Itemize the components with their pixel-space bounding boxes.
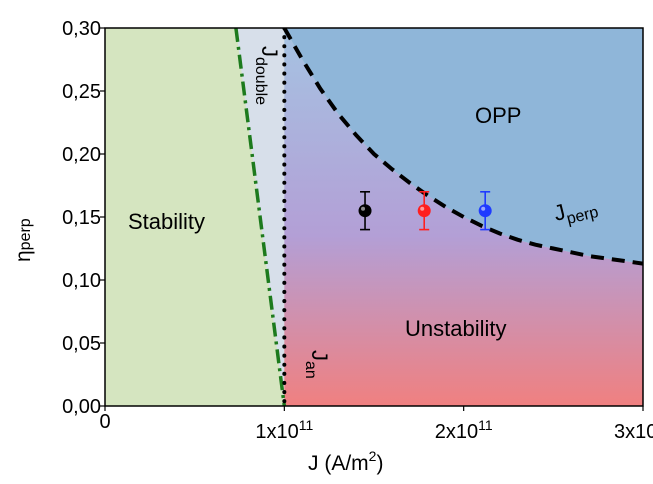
data-point-0 (358, 204, 372, 218)
x-axis-title: J (A/m2) (308, 448, 383, 475)
label-j-double-base: J (257, 46, 282, 57)
y-tick-label-4: 0,20 (62, 144, 101, 166)
data-point-highlight-0 (361, 206, 366, 211)
j-double-line (234, 28, 287, 406)
x-tick-label-1: 1x1011 (255, 417, 313, 443)
y-tick-label-0: 0,00 (62, 396, 101, 418)
x-tick-label-base-2: 2x10 (435, 421, 478, 443)
label-j-an-sub: an (302, 361, 319, 379)
region-label-opp: OPP (475, 103, 521, 128)
region-label-unstability: Unstability (405, 316, 506, 341)
x-tick-label-base-1: 1x10 (255, 421, 298, 443)
x-tick-label-base-3: 3x10 (614, 421, 653, 443)
x-axis-ticks: 01x10112x10113x1011 (99, 406, 653, 443)
data-point-highlight-2 (481, 206, 486, 211)
y-tick-label-2: 0,10 (62, 270, 101, 292)
x-axis-title-sup: 2 (369, 448, 377, 464)
x-tick-label-3: 3x1011 (614, 417, 653, 443)
y-tick-label-6: 0,30 (62, 18, 101, 40)
x-tick-label-exp-2: 11 (478, 417, 493, 433)
y-axis-title: ηperp (12, 218, 35, 262)
data-point-2 (478, 204, 492, 218)
j-perp-line (282, 28, 643, 266)
y-tick-label-3: 0,15 (62, 207, 101, 229)
y-tick-label-1: 0,05 (62, 333, 101, 355)
x-tick-label-2: 2x1011 (435, 417, 493, 443)
y-axis-title-base: η (12, 250, 35, 262)
x-axis-title-end: ) (376, 452, 383, 475)
y-tick-label-5: 0,25 (62, 81, 101, 103)
x-tick-label-exp-1: 11 (299, 417, 314, 433)
label-j-an: Jan (302, 350, 332, 379)
region-label-stability: Stability (128, 209, 205, 234)
data-point-1 (417, 204, 431, 218)
x-tick-label-0: 0 (99, 411, 110, 433)
boundary-lines-layer (234, 28, 643, 406)
y-axis-ticks: 0,00 0,05 0,10 0,15 0,20 0,25 0,30 (62, 18, 105, 418)
x-axis-title-base: J (A/m (308, 452, 369, 475)
data-point-highlight-1 (420, 206, 425, 211)
region-unstability (284, 28, 643, 406)
label-j-an-base: J (307, 350, 332, 361)
regions-layer (105, 28, 643, 406)
label-j-double-sub: double (252, 57, 269, 105)
y-axis-title-sub: perp (17, 218, 34, 250)
region-opp (284, 28, 643, 264)
label-j-double: Jdouble (252, 46, 282, 105)
data-points-layer (358, 191, 492, 231)
